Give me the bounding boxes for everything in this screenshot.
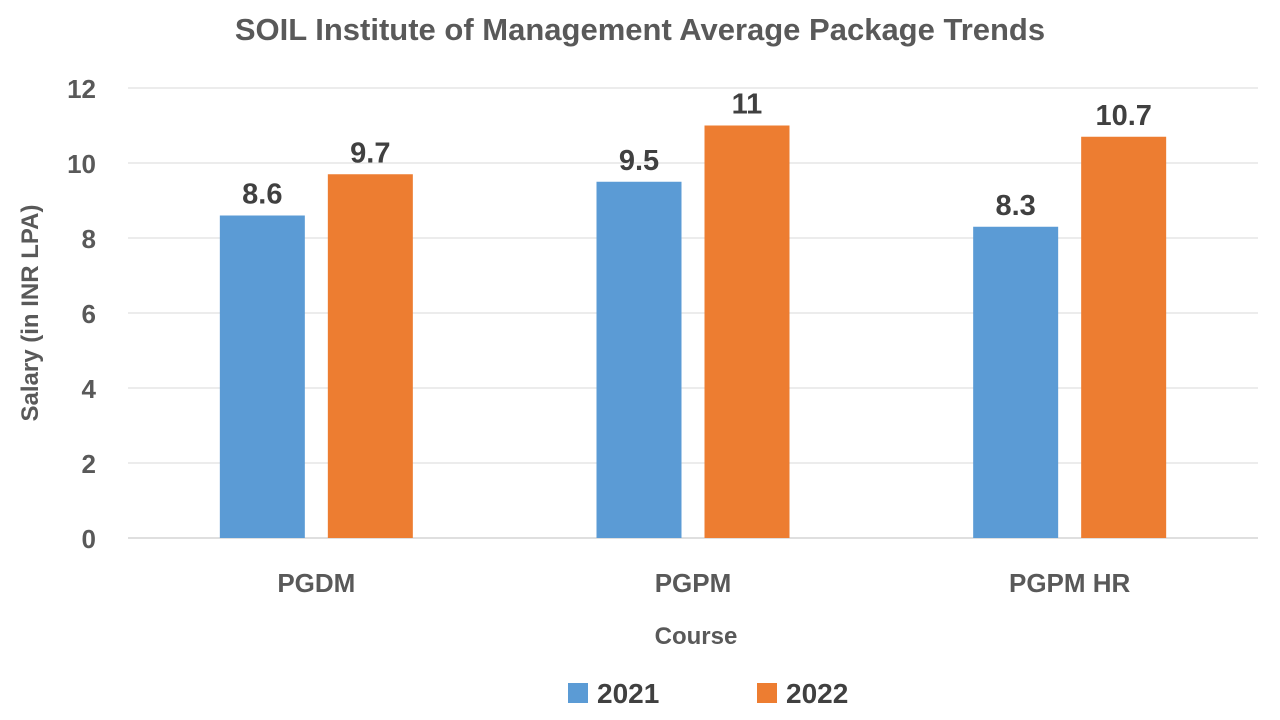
y-tick-label: 10	[67, 149, 96, 179]
legend-label: 2021	[597, 678, 659, 709]
y-tick-label: 2	[82, 449, 96, 479]
data-label: 8.3	[996, 190, 1036, 222]
x-axis-ticks: PGDM PGPM PGPM HR	[277, 568, 1130, 598]
bar-2022-PGPM	[704, 125, 790, 538]
data-label: 9.5	[619, 145, 659, 177]
y-axis-ticks: 0 2 4 6 8 10 12	[67, 74, 96, 554]
y-tick-label: 6	[82, 299, 96, 329]
y-axis-label: Salary (in INR LPA)	[17, 205, 44, 422]
x-tick-label: PGPM HR	[1009, 568, 1131, 598]
legend: 2021 2022	[568, 678, 848, 709]
data-label: 10.7	[1095, 100, 1151, 132]
data-label: 8.6	[242, 179, 282, 211]
legend-swatch-2022	[757, 683, 777, 703]
bar-2022-PGPM HR	[1081, 136, 1167, 538]
bar-2021-PGDM	[219, 215, 305, 538]
bar-2021-PGPM	[596, 181, 682, 538]
chart-title: SOIL Institute of Management Average Pac…	[235, 12, 1045, 47]
bars: 8.6 9.7 9.5 11 8.3 10.7	[219, 89, 1167, 538]
gridlines	[128, 87, 1258, 539]
bar-2022-PGDM	[327, 174, 413, 538]
x-tick-label: PGDM	[277, 568, 355, 598]
y-tick-label: 4	[82, 374, 97, 404]
bar-2021-PGPM HR	[973, 226, 1059, 538]
legend-swatch-2021	[568, 683, 588, 703]
data-label: 11	[732, 89, 763, 121]
y-tick-label: 12	[67, 74, 96, 104]
x-tick-label: PGPM	[655, 568, 732, 598]
x-axis-label: Course	[655, 623, 738, 650]
y-tick-label: 8	[82, 224, 96, 254]
data-label: 9.7	[350, 137, 390, 169]
y-tick-label: 0	[82, 524, 96, 554]
legend-label: 2022	[786, 678, 848, 709]
